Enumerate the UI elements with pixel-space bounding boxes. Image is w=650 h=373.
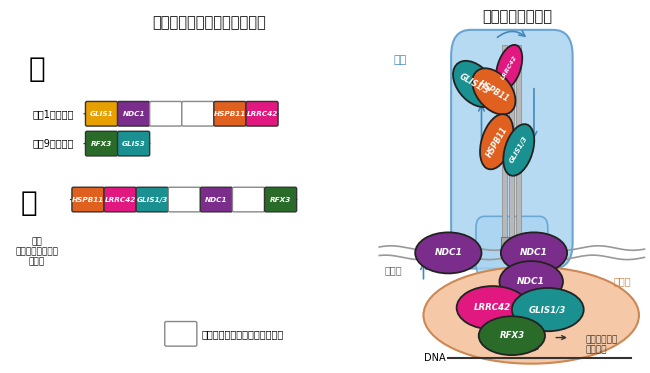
Text: NDC1: NDC1 bbox=[205, 197, 228, 203]
Text: LRRC42: LRRC42 bbox=[246, 111, 278, 117]
Bar bbox=[502, 45, 508, 250]
Bar bbox=[500, 237, 523, 256]
Ellipse shape bbox=[415, 232, 482, 273]
FancyBboxPatch shape bbox=[118, 131, 150, 156]
Text: RFX3: RFX3 bbox=[270, 197, 291, 203]
Text: クラスターとは無関係の遺伝子: クラスターとは無関係の遺伝子 bbox=[201, 329, 283, 339]
Text: GLIS3: GLIS3 bbox=[122, 141, 146, 147]
FancyBboxPatch shape bbox=[246, 101, 278, 126]
FancyBboxPatch shape bbox=[265, 187, 296, 212]
FancyBboxPatch shape bbox=[150, 101, 182, 126]
Text: GLIS1/3: GLIS1/3 bbox=[458, 72, 491, 96]
Text: 染色体上の各遺伝子の並び方: 染色体上の各遺伝子の並び方 bbox=[152, 15, 266, 30]
Text: NDC1: NDC1 bbox=[434, 248, 462, 257]
Text: LRRC42: LRRC42 bbox=[500, 54, 518, 80]
Text: ヒト1番染色体: ヒト1番染色体 bbox=[32, 109, 73, 119]
FancyBboxPatch shape bbox=[118, 101, 150, 126]
Text: NDC1: NDC1 bbox=[122, 111, 145, 117]
Text: GLIS1: GLIS1 bbox=[90, 111, 113, 117]
Text: RFX3: RFX3 bbox=[499, 331, 525, 340]
Ellipse shape bbox=[512, 288, 584, 331]
Ellipse shape bbox=[499, 261, 563, 302]
Ellipse shape bbox=[423, 267, 639, 364]
Text: 細胞核: 細胞核 bbox=[614, 277, 631, 286]
Bar bbox=[510, 45, 514, 250]
Ellipse shape bbox=[503, 124, 534, 176]
Text: LRRC42: LRRC42 bbox=[105, 197, 136, 203]
Text: 細胞質: 細胞質 bbox=[385, 266, 402, 275]
FancyBboxPatch shape bbox=[214, 101, 246, 126]
Text: NDC1: NDC1 bbox=[517, 277, 545, 286]
FancyBboxPatch shape bbox=[168, 187, 200, 212]
Text: GLIS1/3: GLIS1/3 bbox=[136, 197, 168, 203]
Text: HSPB11: HSPB11 bbox=[72, 197, 104, 203]
Ellipse shape bbox=[496, 45, 522, 90]
Text: 繊毛: 繊毛 bbox=[393, 55, 406, 65]
Ellipse shape bbox=[473, 68, 515, 115]
Text: HSPB11: HSPB11 bbox=[484, 125, 509, 159]
Text: GLIS1/3: GLIS1/3 bbox=[509, 135, 529, 164]
FancyBboxPatch shape bbox=[164, 322, 197, 346]
Text: DNA: DNA bbox=[424, 353, 445, 363]
Text: 🐙: 🐙 bbox=[21, 189, 37, 217]
FancyBboxPatch shape bbox=[85, 101, 118, 126]
Text: タコ
（何番染色体かは
不明）: タコ （何番染色体かは 不明） bbox=[15, 237, 58, 267]
Ellipse shape bbox=[478, 316, 545, 355]
Text: 🏃: 🏃 bbox=[29, 55, 45, 83]
Text: RFX3: RFX3 bbox=[91, 141, 112, 147]
FancyBboxPatch shape bbox=[104, 187, 136, 212]
Text: HSPB11: HSPB11 bbox=[477, 79, 511, 104]
Text: HSPB11: HSPB11 bbox=[214, 111, 246, 117]
Text: ヒト9番染色体: ヒト9番染色体 bbox=[32, 139, 73, 148]
Ellipse shape bbox=[453, 61, 496, 107]
FancyBboxPatch shape bbox=[136, 187, 168, 212]
Text: NDC1: NDC1 bbox=[520, 248, 548, 257]
FancyBboxPatch shape bbox=[451, 30, 573, 269]
FancyBboxPatch shape bbox=[72, 187, 104, 212]
FancyBboxPatch shape bbox=[85, 131, 118, 156]
Ellipse shape bbox=[456, 286, 528, 329]
Text: 細胞内での働き方: 細胞内での働き方 bbox=[482, 9, 552, 24]
FancyBboxPatch shape bbox=[182, 101, 214, 126]
Text: LRRC42: LRRC42 bbox=[474, 303, 511, 312]
Ellipse shape bbox=[480, 114, 514, 169]
FancyBboxPatch shape bbox=[200, 187, 233, 212]
Bar bbox=[516, 45, 521, 250]
Text: 繊毛遺伝子の
発現調節: 繊毛遺伝子の 発現調節 bbox=[585, 335, 618, 355]
FancyBboxPatch shape bbox=[233, 187, 265, 212]
FancyBboxPatch shape bbox=[476, 216, 548, 276]
Text: GLIS1/3: GLIS1/3 bbox=[529, 305, 566, 314]
Ellipse shape bbox=[500, 232, 567, 273]
